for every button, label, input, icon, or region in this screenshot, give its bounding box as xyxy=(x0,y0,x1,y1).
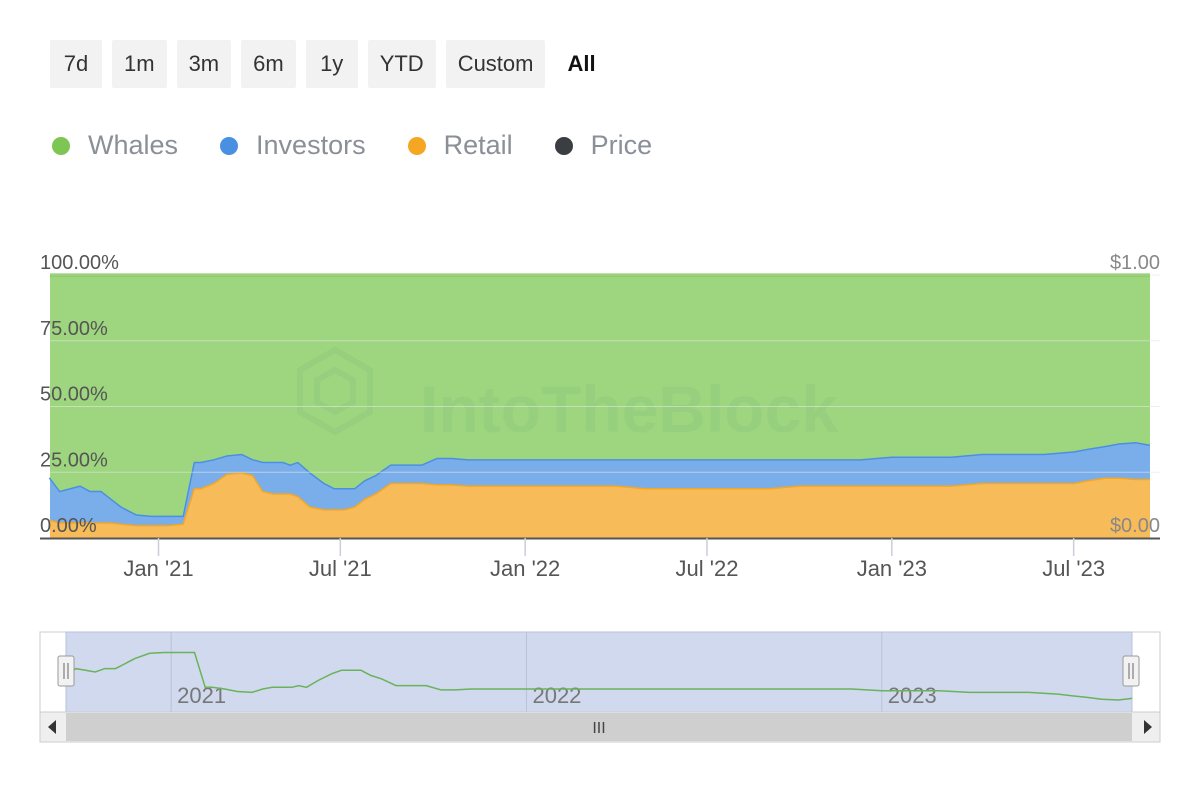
navigator-year-label: 2023 xyxy=(888,683,937,708)
range-3m-button[interactable]: 3m xyxy=(176,40,232,88)
area-investors xyxy=(50,442,1150,525)
range-selector: 7d 1m 3m 6m 1y YTD Custom All xyxy=(50,40,608,88)
navigator-right-handle-body[interactable] xyxy=(1122,655,1140,687)
range-6m-button[interactable]: 6m xyxy=(241,40,296,88)
x-tick-label: Jul '23 xyxy=(1042,556,1105,581)
watermark-text: IntoTheBlock xyxy=(420,372,838,446)
y-tick-label: 25.00% xyxy=(40,449,108,471)
scroll-left-arrow-icon[interactable] xyxy=(48,720,56,734)
chart-legend: Whales Investors Retail Price xyxy=(52,130,652,161)
y-right-tick-label: $0.00 xyxy=(1110,515,1160,537)
legend-label-whales: Whales xyxy=(88,130,179,160)
scrollbar-thumb[interactable] xyxy=(66,713,1132,741)
area-whales xyxy=(50,275,1150,516)
legend-item-price[interactable]: Price xyxy=(554,130,653,161)
y-tick-label: 0.00% xyxy=(40,515,97,537)
scrollbar-grip: III xyxy=(592,720,605,737)
range-all-button[interactable]: All xyxy=(567,51,596,76)
range-1m-button[interactable]: 1m xyxy=(112,40,167,88)
range-7d-button[interactable]: 7d xyxy=(50,40,102,88)
navigator-year-label: 2022 xyxy=(532,683,581,708)
axes: 0.00% 25.00% 50.00% 75.00% 100.00% $0.00 $1.00… xyxy=(40,252,1160,581)
legend-dot-retail xyxy=(407,136,426,155)
range-ytd-button[interactable]: YTD xyxy=(367,40,436,88)
x-tick-label: Jan '21 xyxy=(123,556,193,581)
legend-item-whales[interactable]: Whales xyxy=(52,130,178,161)
watermark-logo xyxy=(297,346,373,436)
navigator-right-handle[interactable] xyxy=(1122,655,1140,687)
x-tick-label: Jul '22 xyxy=(676,556,739,581)
legend-label-retail: Retail xyxy=(443,130,513,160)
navigator-year-label: 2021 xyxy=(177,683,226,708)
navigator-left-handle-body[interactable] xyxy=(57,655,75,687)
x-tick-label: Jan '22 xyxy=(490,556,560,581)
navigator-left-handle[interactable] xyxy=(57,655,75,687)
scroll-right-arrow-icon[interactable] xyxy=(1144,720,1152,734)
legend-dot-price xyxy=(554,136,573,155)
range-1y-button[interactable]: 1y xyxy=(305,40,358,88)
y-right-tick-label: $1.00 xyxy=(1110,252,1160,274)
y-tick-label: 50.00% xyxy=(40,384,108,406)
navigator-selection[interactable] xyxy=(65,631,1133,713)
legend-dot-investors xyxy=(220,136,239,155)
navigator[interactable]: 2021 2022 2023 III xyxy=(39,631,1161,743)
legend-item-retail[interactable]: Retail xyxy=(407,130,513,161)
y-tick-label: 100.00% xyxy=(40,252,119,274)
y-tick-label: 75.00% xyxy=(40,318,108,340)
navigator-series-line xyxy=(65,651,1133,701)
legend-dot-whales xyxy=(52,136,70,155)
area-retail xyxy=(50,472,1150,538)
plot-area xyxy=(48,273,1151,538)
legend-item-investors[interactable]: Investors xyxy=(220,130,366,161)
legend-label-investors: Investors xyxy=(256,130,366,160)
range-custom-button[interactable]: Custom xyxy=(445,40,546,88)
legend-label-price: Price xyxy=(590,130,653,160)
x-tick-label: Jul '21 xyxy=(309,556,372,581)
x-tick-label: Jan '23 xyxy=(857,556,927,581)
